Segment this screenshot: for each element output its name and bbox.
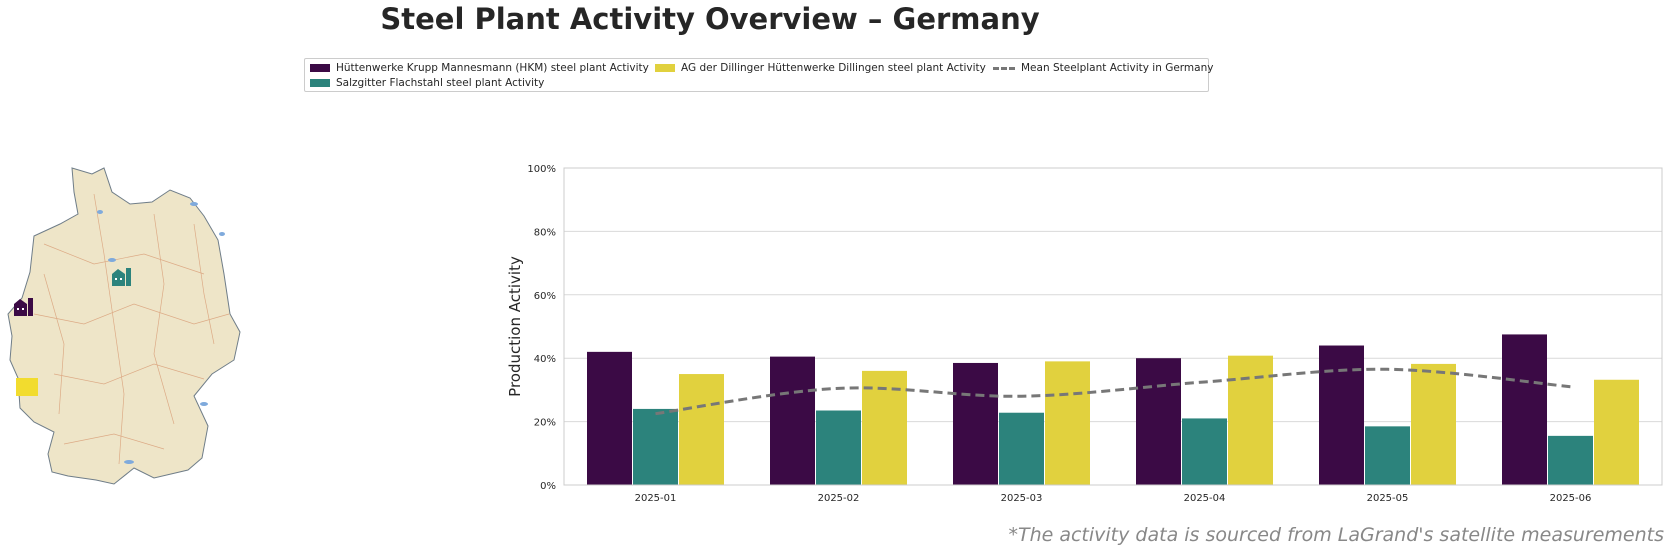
bar-series3 — [679, 374, 724, 485]
germany-map — [7, 167, 241, 485]
x-tick-label: 2025-02 — [818, 493, 860, 504]
legend-line-mean — [993, 66, 1015, 70]
bars — [587, 334, 1639, 485]
bar-series2 — [1365, 426, 1410, 485]
x-tick-label: 2025-01 — [635, 493, 677, 504]
y-tick-label: 60% — [534, 291, 556, 302]
legend-item-mean: Mean Steelplant Activity in Germany — [993, 62, 1213, 74]
footnote: *The activity data is sourced from LaGra… — [1008, 524, 1664, 546]
bar-series2 — [633, 408, 678, 485]
y-axis-ticks: 0% 20% 40% 60% 80% 100% — [527, 164, 556, 492]
bar-series3 — [1411, 363, 1456, 485]
legend-item-salzgitter: Salzgitter Flachstahl steel plant Activi… — [310, 77, 544, 89]
legend-label-mean: Mean Steelplant Activity in Germany — [1021, 62, 1214, 74]
bar-series3 — [1594, 379, 1639, 485]
x-tick-label: 2025-05 — [1367, 493, 1409, 504]
bar-series2 — [999, 412, 1044, 485]
bar-series1 — [1502, 334, 1547, 485]
legend-label-dillinger: AG der Dillinger Hüttenwerke Dillingen s… — [681, 62, 986, 74]
legend: Hüttenwerke Krupp Mannesmann (HKM) steel… — [304, 58, 1213, 92]
legend-label-salzgitter: Salzgitter Flachstahl steel plant Activi… — [336, 77, 545, 89]
bar-series3 — [1045, 361, 1090, 485]
bar-series3 — [1228, 355, 1273, 485]
x-axis-ticks: 2025-01 2025-02 2025-03 2025-04 2025-05 2025-… — [635, 493, 1592, 504]
x-tick-label: 2025-03 — [1001, 493, 1043, 504]
legend-swatch-hkm — [310, 64, 330, 72]
y-axis-label: Production Activity — [506, 256, 524, 397]
grid-lines — [564, 167, 1662, 486]
bar-series1 — [770, 356, 815, 485]
road-network — [33, 193, 230, 465]
legend-item-hkm: Hüttenwerke Krupp Mannesmann (HKM) steel… — [310, 62, 649, 74]
y-tick-label: 20% — [534, 418, 556, 429]
hkm-plant-marker — [14, 298, 33, 316]
legend-swatch-salzgitter — [310, 79, 330, 87]
plot-frame — [563, 167, 1663, 486]
legend-label-hkm: Hüttenwerke Krupp Mannesmann (HKM) steel… — [336, 62, 649, 74]
x-tick-label: 2025-04 — [1184, 493, 1226, 504]
legend-swatch-dillinger — [655, 64, 675, 72]
y-tick-label: 100% — [527, 164, 556, 175]
bar-series1 — [587, 351, 632, 485]
mean-activity-line — [655, 367, 1571, 416]
mean-line — [655, 367, 1571, 416]
y-tick-label: 80% — [534, 227, 556, 238]
bar-series2 — [1182, 418, 1227, 485]
y-tick-label: 0% — [540, 481, 556, 492]
bar-series2 — [1548, 435, 1593, 485]
bar-series1 — [1136, 358, 1181, 485]
bar-series2 — [816, 410, 861, 485]
salzgitter-plant-marker — [112, 268, 131, 286]
x-tick-label: 2025-06 — [1550, 493, 1592, 504]
dillinger-plant-marker — [16, 378, 38, 396]
y-tick-label: 40% — [534, 354, 556, 365]
bar-series1 — [1319, 345, 1364, 485]
legend-item-dillinger: AG der Dillinger Hüttenwerke Dillingen s… — [655, 62, 986, 74]
bar-series1 — [953, 362, 998, 485]
lakes — [97, 202, 225, 464]
chart-title: Steel Plant Activity Overview – Germany — [380, 2, 1040, 36]
